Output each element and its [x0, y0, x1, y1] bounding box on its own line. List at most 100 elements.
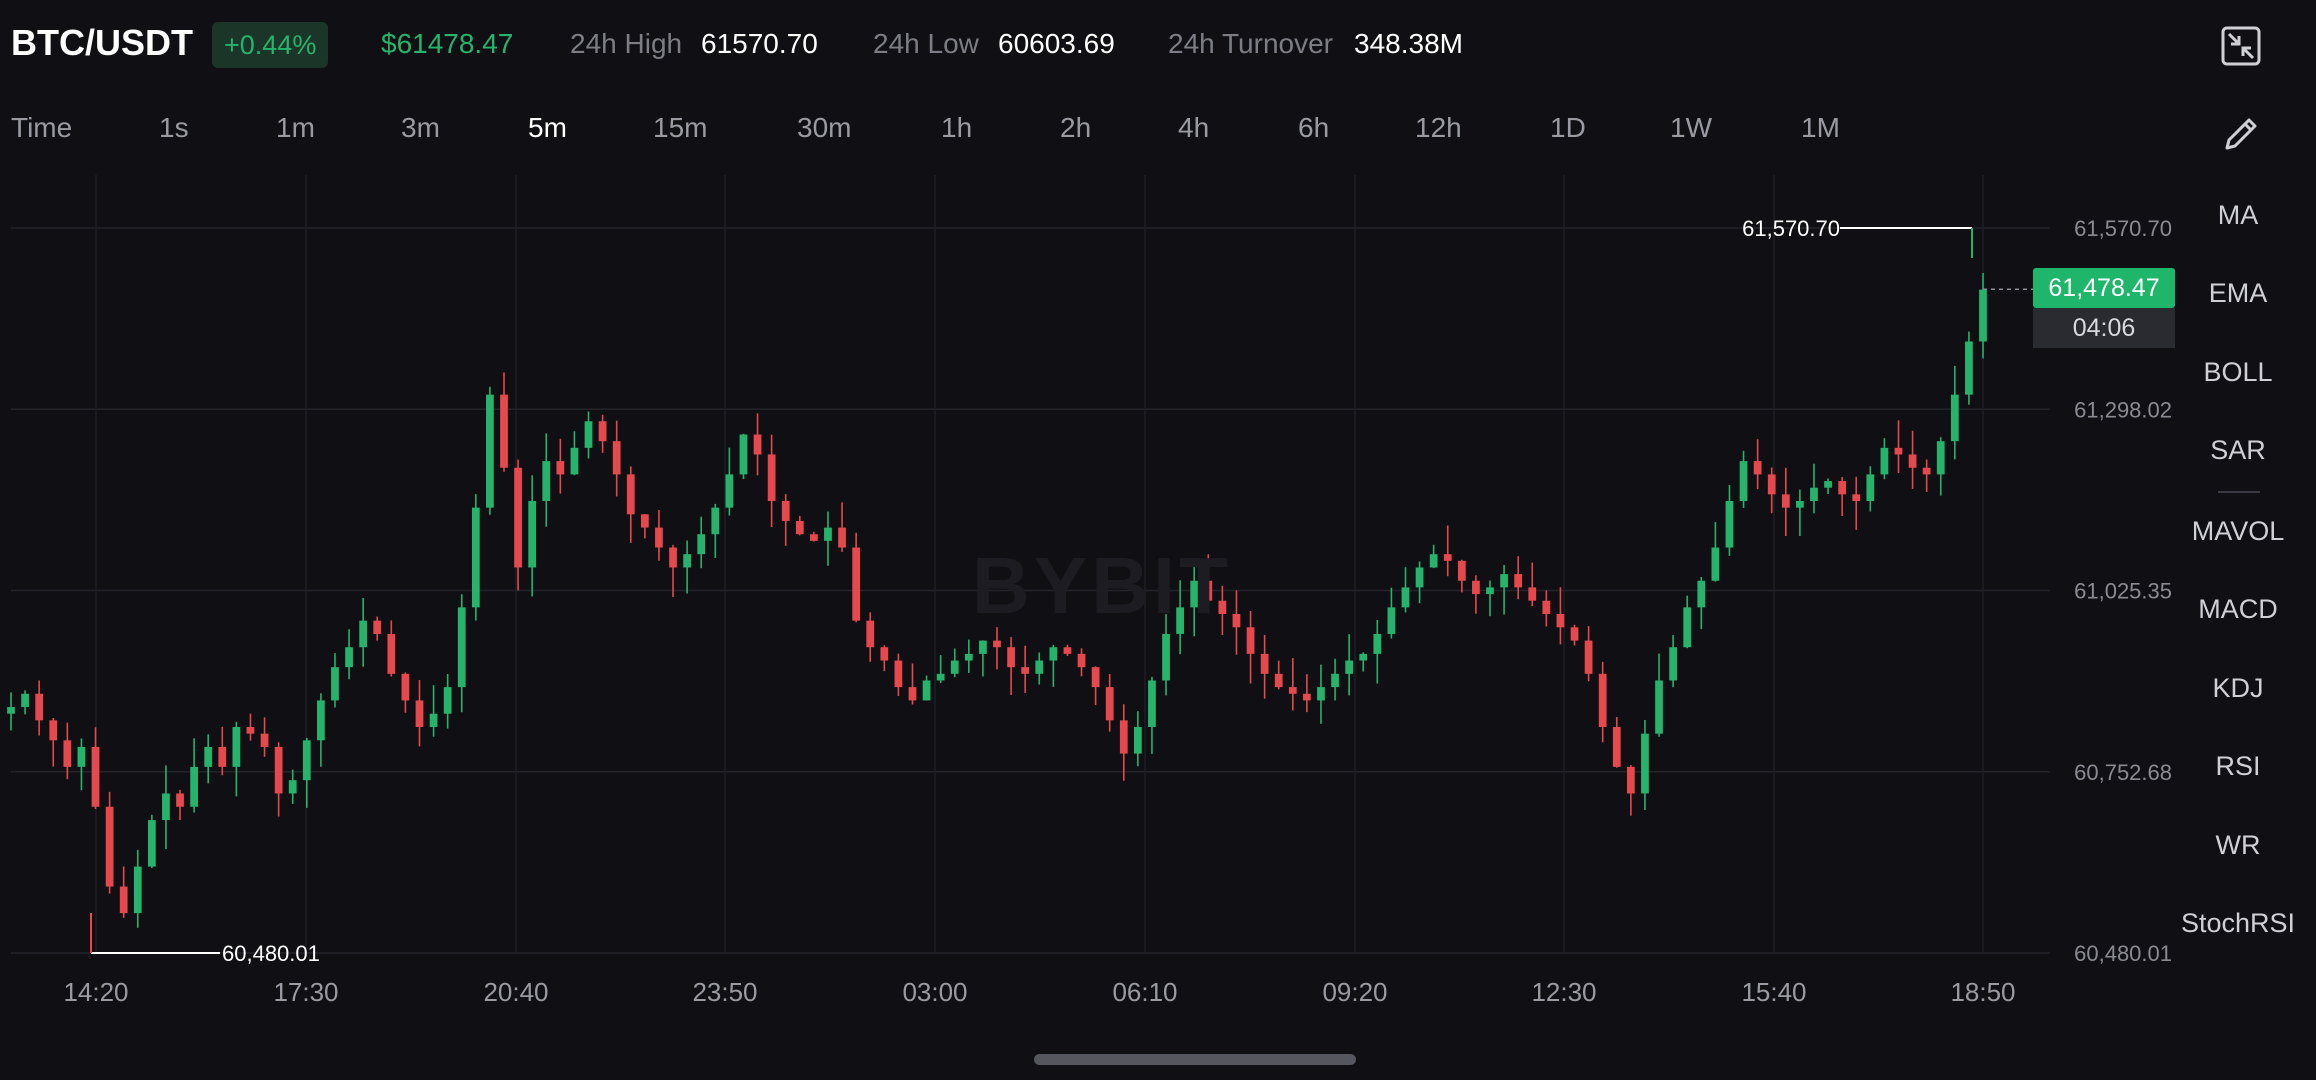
candle-body [1359, 653, 1368, 661]
candle-body [1514, 574, 1523, 588]
candle-body [598, 421, 607, 442]
candle-body [584, 421, 593, 448]
candle-body [1035, 660, 1044, 674]
candle-body [1824, 481, 1832, 488]
candle-body [1641, 733, 1649, 794]
price-chart[interactable]: 61,570.70 61,298.02 61,025.35 60,752.68 60,4… [0, 175, 2200, 1035]
candle-body [542, 461, 551, 501]
timeframe-1m[interactable]: 1M [1801, 112, 1840, 143]
candle-body [1584, 640, 1593, 674]
timeframe-1w[interactable]: 1W [1670, 112, 1712, 143]
candle-body [1260, 653, 1269, 674]
timeframe-5m[interactable]: 5m [528, 112, 567, 143]
candle-body [1894, 447, 1903, 455]
candle-body [1162, 633, 1170, 681]
candle-body [1598, 673, 1607, 728]
indicator-wr[interactable]: WR [2215, 830, 2261, 860]
candle-body [1852, 494, 1861, 501]
candle-body [119, 886, 128, 914]
last-price: $61478.47 [381, 28, 514, 59]
indicator-stochrsi[interactable]: StochRSI [2180, 908, 2296, 938]
candle-body [922, 680, 931, 701]
candle-body [1373, 633, 1382, 654]
candle-body [1148, 680, 1156, 728]
x-tick-label: 14:20 [63, 977, 128, 1007]
home-indicator[interactable] [1034, 1054, 1356, 1065]
indicator-macd[interactable]: MACD [2198, 594, 2278, 624]
candle-body [683, 554, 691, 568]
indicator-ema[interactable]: EMA [2208, 278, 2268, 308]
candle-body [1612, 727, 1621, 767]
indicator-boll[interactable]: BOLL [2203, 357, 2273, 387]
candle-body [1246, 627, 1255, 654]
candle-body [1950, 394, 1959, 442]
timeframe-1m[interactable]: 1m [276, 112, 315, 143]
candle-body [824, 527, 832, 541]
high-marker-label: 61,570.70 [1742, 216, 1840, 241]
candle-body [1457, 560, 1466, 581]
candle-body [1655, 680, 1663, 734]
candle-body [1021, 667, 1030, 674]
candle-body [1796, 500, 1804, 508]
timeframe-15m[interactable]: 15m [653, 112, 708, 143]
candle-body [457, 607, 466, 688]
candle-body [1204, 580, 1213, 601]
high-label: 24h High [570, 28, 683, 59]
timeframe-30m[interactable]: 30m [797, 112, 852, 143]
current-price-tag: 61,478.47 [2033, 268, 2175, 308]
y-tick-label: 60,480.01 [2074, 941, 2172, 966]
candle-body [1781, 494, 1790, 508]
candle-body [218, 746, 227, 767]
indicator-mavol[interactable]: MAVOL [2191, 516, 2285, 546]
timeframe-1h[interactable]: 1h [941, 112, 973, 143]
timeframe-3m[interactable]: 3m [401, 112, 440, 143]
pencil-icon[interactable] [2217, 110, 2265, 158]
candle-body [1486, 587, 1494, 595]
y-tick-label: 61,570.70 [2074, 216, 2172, 241]
candle-body [1049, 647, 1058, 661]
candle-body [162, 793, 170, 821]
timeframe-2h[interactable]: 2h [1060, 112, 1092, 143]
x-tick-label: 23:50 [692, 977, 757, 1007]
candle-body [331, 667, 339, 701]
candle-body [993, 640, 1001, 648]
candle-body [1415, 567, 1424, 588]
timeframe-bar: Time 1s 1m 3m 5m 15m 30m 1h 2h 4h 6h 12h 1D 1W 1M [0, 104, 2100, 154]
exchange-watermark: BYBIT [972, 541, 1232, 630]
timeframe-6h[interactable]: 6h [1298, 112, 1330, 143]
candle-body [176, 793, 184, 807]
timeframe-4h[interactable]: 4h [1178, 112, 1210, 143]
low-value: 60603.69 [998, 28, 1115, 59]
candle-body [880, 647, 889, 661]
timeframe-time[interactable]: Time [11, 112, 73, 143]
candle-body [908, 687, 917, 701]
candle-body [669, 547, 677, 568]
indicator-ma[interactable]: MA [2217, 200, 2259, 230]
low-marker-label: 60,480.01 [222, 941, 320, 966]
candle-body [260, 733, 269, 747]
indicator-rsi[interactable]: RSI [2215, 751, 2261, 781]
candle-body [387, 633, 396, 674]
candle-body [725, 474, 734, 508]
minimize-icon[interactable] [2217, 22, 2265, 70]
candle-body [1429, 554, 1438, 568]
candle-body [1443, 554, 1452, 561]
indicator-kdj[interactable]: KDJ [2212, 673, 2264, 703]
candle-body [91, 746, 100, 807]
trading-pair[interactable]: BTC/USDT [11, 22, 193, 63]
candle-body [1528, 587, 1537, 601]
x-tick-label: 15:40 [1741, 977, 1806, 1007]
candle-body [415, 700, 424, 728]
candle-body [1331, 673, 1339, 688]
market-header: BTC/USDT +0.44% $61478.47 24h High 61570… [0, 0, 2200, 92]
x-tick-label: 18:50 [1950, 977, 2015, 1007]
candle-body [697, 534, 706, 555]
indicator-sar[interactable]: SAR [2210, 435, 2266, 465]
candle-body [133, 866, 142, 914]
candle-body [1077, 653, 1086, 668]
timeframe-1d[interactable]: 1D [1550, 112, 1586, 143]
timeframe-12h[interactable]: 12h [1415, 112, 1462, 143]
timeframe-1s[interactable]: 1s [159, 112, 189, 143]
candle-body [1866, 474, 1875, 501]
candle-body [317, 700, 325, 741]
